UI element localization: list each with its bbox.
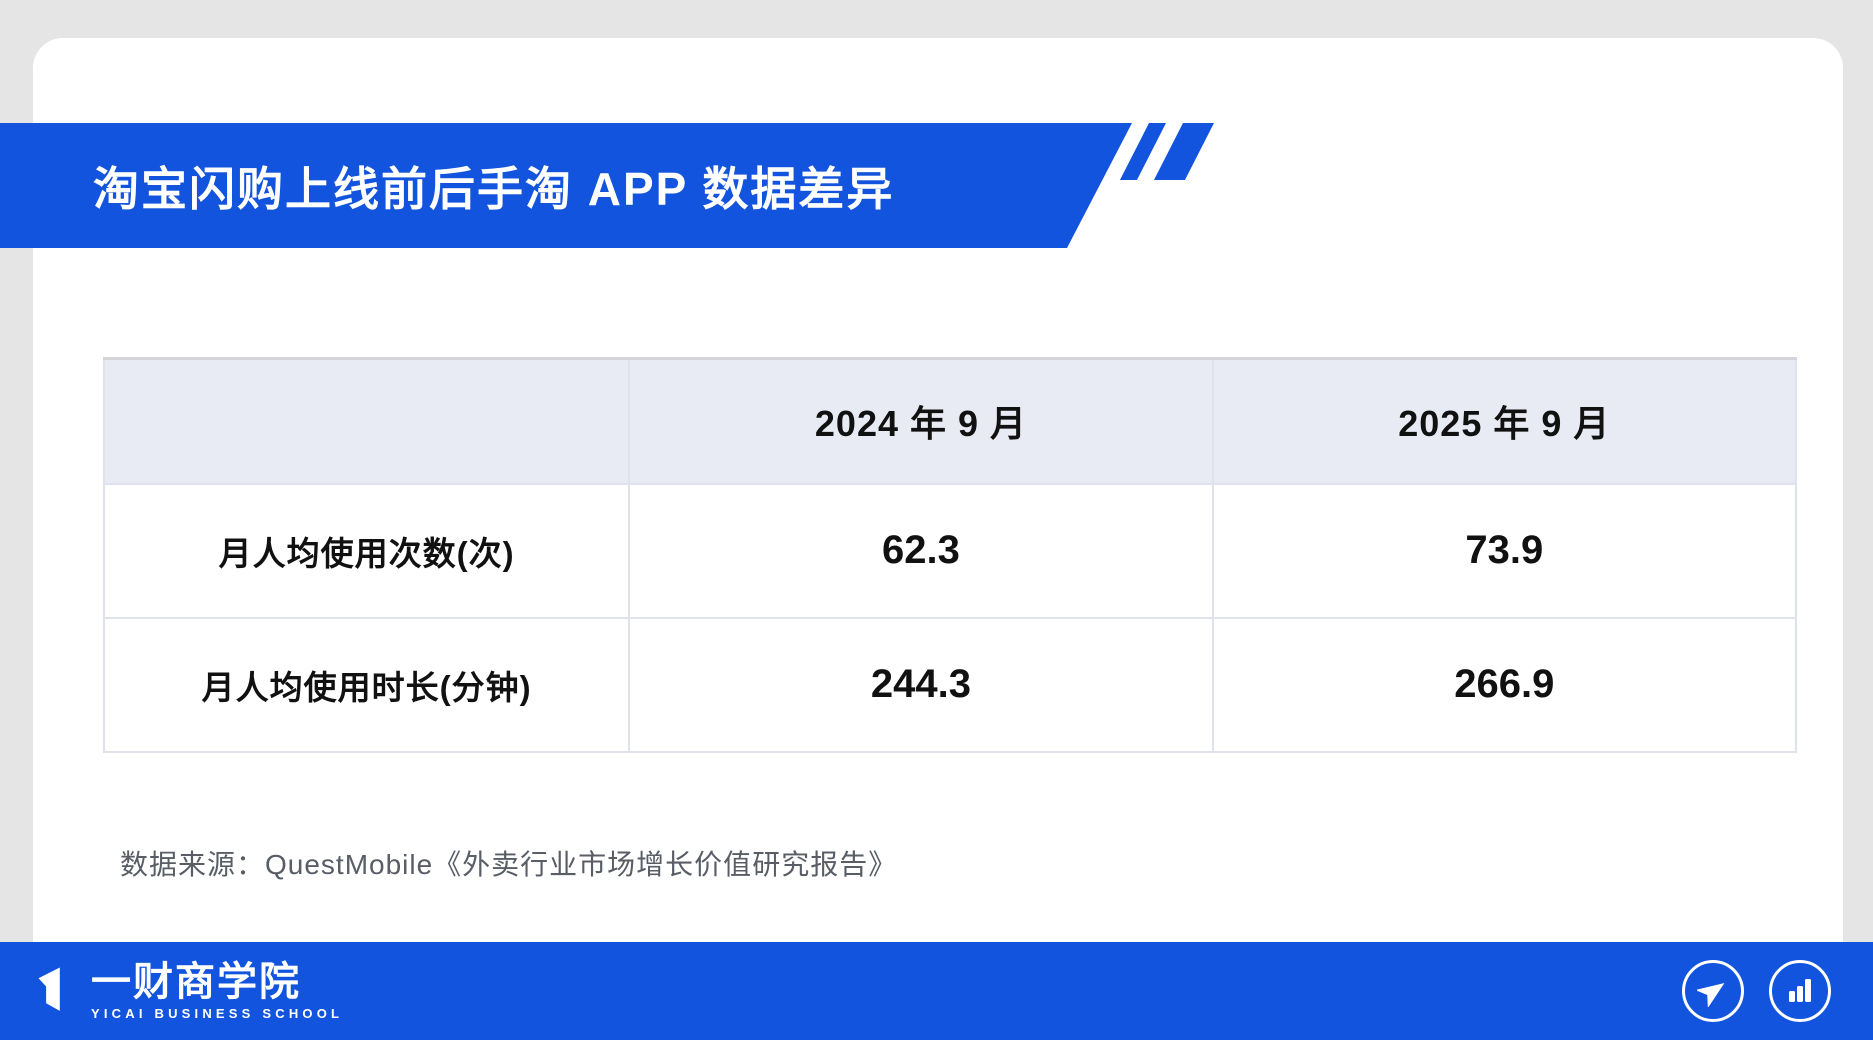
table-row: 月人均使用时长(分钟) 244.3 266.9 — [102, 616, 1798, 753]
table-header-row: 2024 年 9 月 2025 年 9 月 — [102, 357, 1798, 485]
yicai-logo-icon — [38, 967, 60, 1011]
value-usage-times-2024: 62.3 — [628, 482, 1214, 619]
send-icon — [1682, 960, 1744, 1022]
row-label-usage-times: 月人均使用次数(次) — [102, 482, 631, 619]
page-title: 淘宝闪购上线前后手淘 APP 数据差异 — [93, 162, 895, 215]
header-cell-2025: 2025 年 9 月 — [1211, 357, 1798, 485]
logo-text-block: 一财商学院 YICAI BUSINESS SCHOOL — [91, 961, 343, 1021]
row-label-usage-duration: 月人均使用时长(分钟) — [102, 616, 631, 753]
table-row: 月人均使用次数(次) 62.3 73.9 — [102, 482, 1798, 619]
banner-slash-decoration — [1119, 123, 1214, 180]
header-cell-2024: 2024 年 9 月 — [628, 357, 1214, 485]
footer-icon-group — [1682, 960, 1831, 1022]
value-usage-times-2025: 73.9 — [1211, 482, 1798, 619]
value-usage-duration-2025: 266.9 — [1211, 616, 1798, 753]
data-source-note: 数据来源：QuestMobile《外卖行业市场增长价值研究报告》 — [120, 849, 898, 880]
header-cell-empty — [102, 357, 631, 485]
value-usage-duration-2024: 244.3 — [628, 616, 1214, 753]
yicai-logo: 一财商学院 YICAI BUSINESS SCHOOL — [33, 961, 343, 1021]
bar-chart-icon — [1769, 960, 1831, 1022]
footer-bar: 一财商学院 YICAI BUSINESS SCHOOL — [0, 942, 1873, 1040]
logo-english-name: YICAI BUSINESS SCHOOL — [91, 1006, 344, 1021]
comparison-table: 2024 年 9 月 2025 年 9 月 月人均使用次数(次) 62.3 73… — [102, 357, 1798, 753]
title-banner: 淘宝闪购上线前后手淘 APP 数据差异 — [0, 123, 1132, 248]
logo-chinese-name: 一财商学院 — [91, 960, 301, 1004]
slash-mark — [1153, 123, 1214, 180]
